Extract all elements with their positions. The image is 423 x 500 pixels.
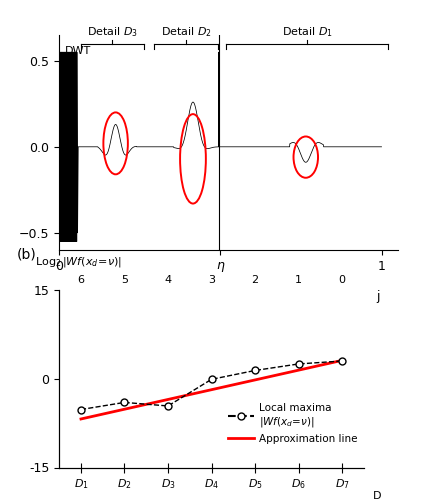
Text: D: D — [373, 490, 382, 500]
Text: j: j — [376, 290, 379, 303]
Text: DWT: DWT — [65, 46, 91, 56]
Text: $\mathrm{Log}_2\,|Wf(x_d\!=\!\nu)|$: $\mathrm{Log}_2\,|Wf(x_d\!=\!\nu)|$ — [35, 254, 122, 268]
Text: Detail $D_2$: Detail $D_2$ — [161, 26, 212, 40]
Text: (b): (b) — [16, 247, 36, 261]
Text: Detail $D_1$: Detail $D_1$ — [281, 26, 332, 40]
Legend: Local maxima
$|Wf(x_d\!=\!\nu)|$, Approximation line: Local maxima $|Wf(x_d\!=\!\nu)|$, Approx… — [223, 398, 362, 448]
Text: Detail $D_3$: Detail $D_3$ — [87, 26, 138, 40]
